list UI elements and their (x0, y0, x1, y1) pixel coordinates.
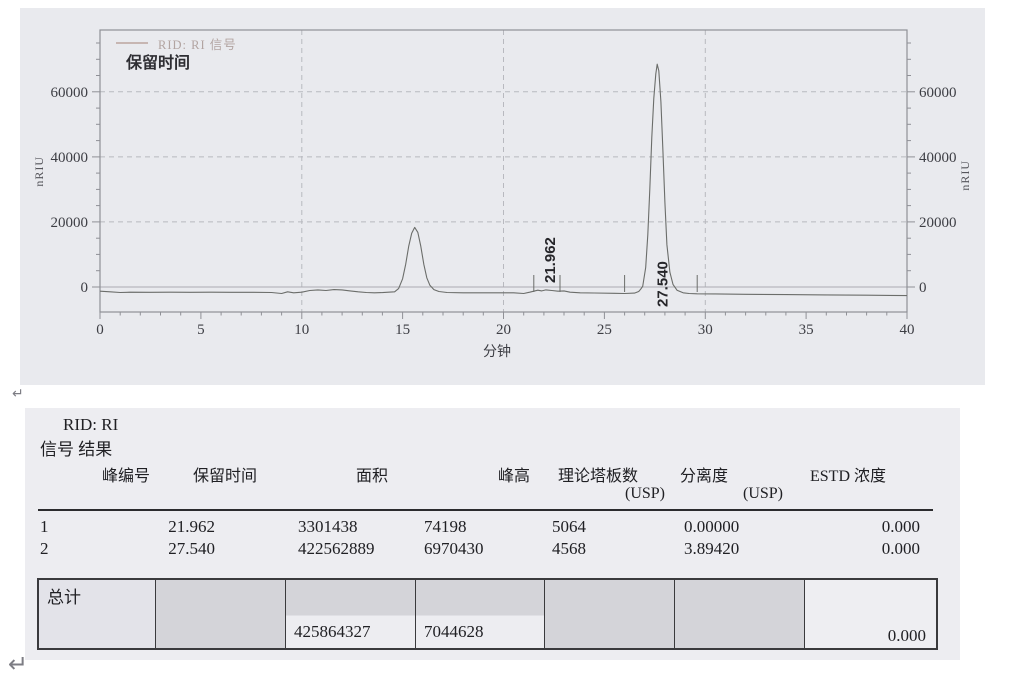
area-value: 422562889 (298, 539, 375, 558)
svg-text:10: 10 (294, 322, 309, 338)
totals-empty-cell (674, 580, 804, 648)
results-panel: RID: RI 信号 结果 峰编号 保留时间 面积 峰高 理论塔板数 (USP)… (25, 408, 960, 660)
svg-text:60000: 60000 (919, 85, 957, 101)
svg-text:30: 30 (698, 322, 713, 338)
column-header-peak-number: 峰编号 (101, 468, 150, 485)
svg-text:0: 0 (81, 280, 89, 296)
column-header-estd-concentration: ESTD 浓度 (810, 468, 887, 485)
totals-label: 总计 (47, 588, 81, 607)
svg-text:40: 40 (900, 322, 915, 338)
y-axis-label-right: nRIU (958, 160, 972, 191)
svg-text:20000: 20000 (919, 215, 957, 231)
svg-text:0: 0 (919, 280, 927, 296)
totals-label-cell: 总计 (39, 580, 155, 648)
svg-text:0: 0 (96, 322, 104, 338)
legend-line-swatch (116, 42, 148, 44)
chart-title: 保留时间 (126, 55, 191, 72)
totals-empty-cell (155, 580, 285, 648)
column-header-resolution: 分离度 (680, 468, 729, 485)
retention-time-value: 27.540 (168, 539, 215, 558)
totals-estd-cell: 0.000 (804, 580, 936, 648)
area-value: 3301438 (298, 517, 358, 536)
svg-text:20: 20 (496, 322, 511, 338)
column-header-area: 面积 (356, 468, 389, 485)
svg-text:27.540: 27.540 (655, 261, 672, 307)
x-axis-label: 分钟 (483, 345, 511, 360)
totals-height-cell: 7044628 (415, 580, 544, 648)
retention-time-value: 21.962 (168, 517, 215, 536)
peak-height-value: 6970430 (424, 539, 484, 558)
header-divider-rule (38, 509, 933, 511)
peak-number-value: 2 (40, 539, 49, 558)
paragraph-return-mark-top: ↵ (12, 386, 24, 402)
column-header-plates-usp: (USP) (624, 485, 665, 502)
resolution-value: 3.89420 (684, 539, 740, 558)
svg-text:15: 15 (395, 322, 410, 338)
svg-text:40000: 40000 (919, 150, 957, 166)
table-row: 1 21.962 3301438 74198 5064 0.00000 0.00… (25, 517, 960, 539)
estd-value: 0.000 (881, 539, 920, 558)
peak-height-value: 74198 (424, 517, 467, 536)
svg-text:35: 35 (799, 322, 814, 338)
total-estd-value: 0.000 (887, 626, 926, 645)
peak-number-value: 1 (40, 517, 49, 536)
svg-text:21.962: 21.962 (542, 237, 559, 283)
svg-text:5: 5 (197, 322, 205, 338)
chromatogram-plot: 0 5 10 15 20 25 30 35 40 0 0 20000 20000 40000 40000 60… (20, 8, 985, 385)
totals-row: 总计 425864327 7044628 0.000 (37, 578, 938, 650)
svg-text:20000: 20000 (51, 215, 89, 231)
column-header-theoretical-plates: 理论塔板数 (558, 468, 639, 485)
totals-area-cell: 425864327 (285, 580, 415, 648)
svg-text:40000: 40000 (51, 150, 89, 166)
svg-text:25: 25 (597, 322, 612, 338)
totals-empty-cell (544, 580, 674, 648)
table-row: 2 27.540 422562889 6970430 4568 3.89420 … (25, 539, 960, 561)
total-height-value: 7044628 (424, 622, 484, 641)
chromatogram-panel: 0 5 10 15 20 25 30 35 40 0 0 20000 20000 40000 40000 60… (20, 8, 985, 385)
plates-value: 5064 (552, 517, 586, 536)
signal-title-line2: 信号 结果 (40, 440, 113, 459)
column-header-resolution-usp: (USP) (743, 485, 784, 502)
plates-value: 4568 (552, 539, 586, 558)
chromatogram-svg: 0 5 10 15 20 25 30 35 40 0 0 20000 20000 40000 40000 60… (51, 29, 957, 338)
svg-text:60000: 60000 (51, 85, 89, 101)
column-header-peak-height: 峰高 (498, 468, 531, 485)
column-header-retention-time: 保留时间 (193, 468, 258, 485)
signal-title-line1: RID: RI (63, 415, 119, 434)
total-area-value: 425864327 (294, 622, 371, 641)
paragraph-return-mark-bottom: ↵ (8, 650, 29, 678)
resolution-value: 0.00000 (684, 517, 740, 536)
legend-series-label: RID: RI 信号 (158, 38, 237, 52)
y-axis-label-left: nRIU (32, 156, 46, 187)
estd-value: 0.000 (881, 517, 920, 536)
